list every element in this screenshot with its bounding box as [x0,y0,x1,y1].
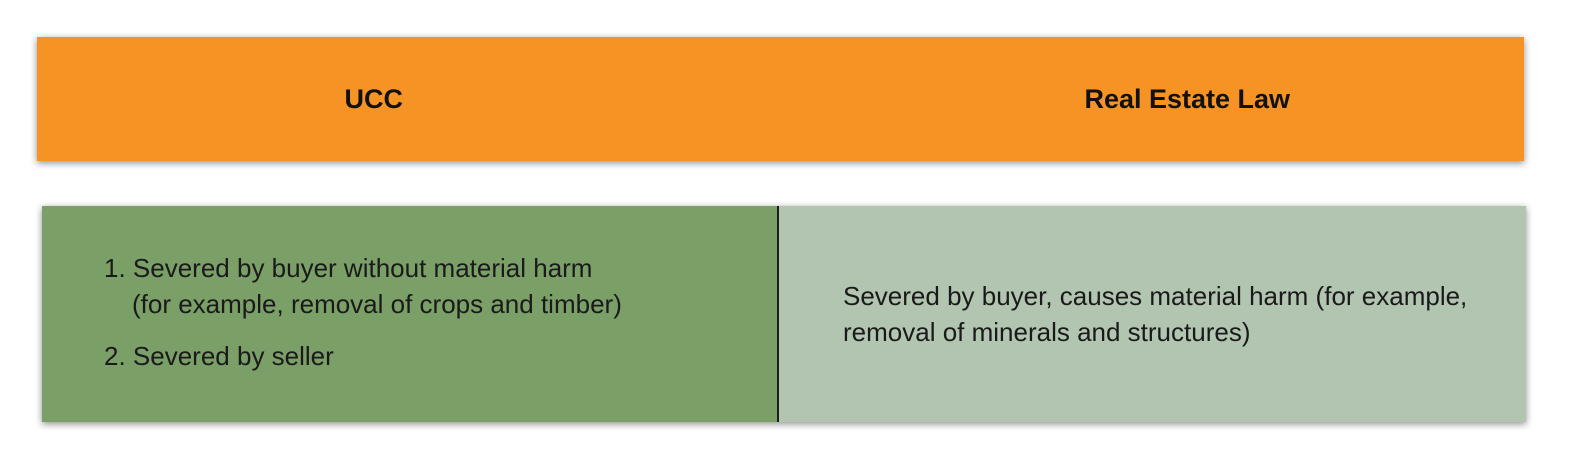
ucc-item-1-number: 1. [104,253,126,283]
ucc-item-1: 1. Severed by buyer without material har… [104,250,622,322]
comparison-row: 1. Severed by buyer without material har… [42,206,1526,422]
ucc-cell: 1. Severed by buyer without material har… [42,206,779,422]
header-bar: UCC Real Estate Law [37,37,1524,161]
real-estate-law-header: Real Estate Law [1084,83,1291,114]
real-estate-law-text: Severed by buyer, causes material harm (… [843,281,1468,347]
ucc-item-2-number: 2. [104,341,126,371]
ucc-item-2: 2. Severed by seller [104,338,334,374]
real-estate-law-cell: Severed by buyer, causes material harm (… [779,206,1526,422]
ucc-header: UCC [344,83,404,114]
ucc-item-1-text: Severed by buyer without material harm [132,253,593,283]
ucc-item-1-example: (for example, removal of crops and timbe… [132,289,622,319]
ucc-item-2-text: Severed by seller [132,341,334,371]
